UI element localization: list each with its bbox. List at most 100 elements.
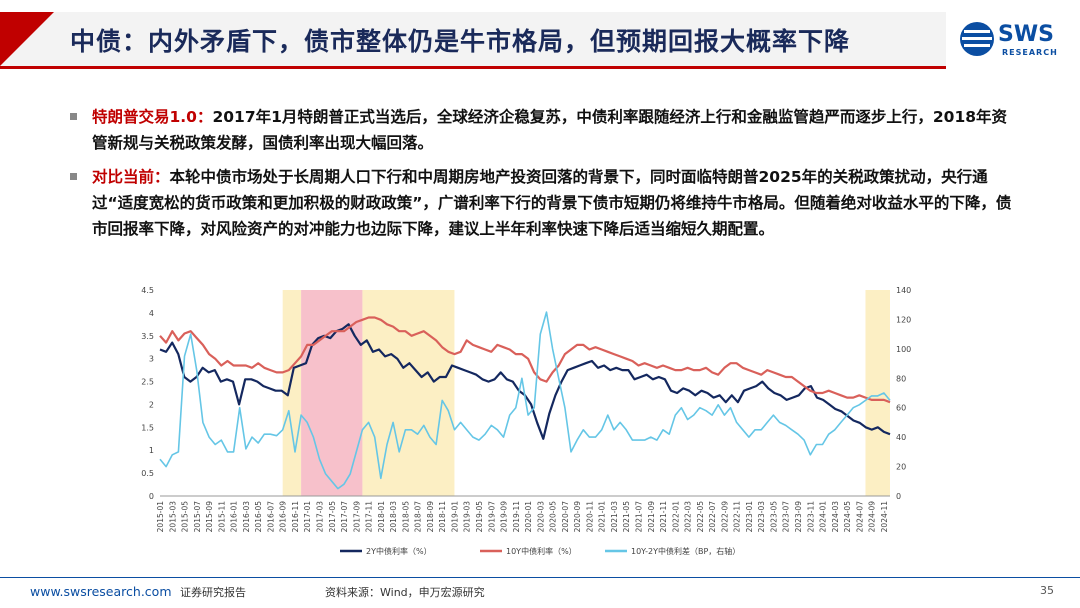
x-tick-label: 2019-09	[500, 501, 509, 533]
bullet-lead: 特朗普交易1.0：	[92, 108, 213, 126]
y-left-tick-label: 2.5	[141, 378, 154, 387]
bullet-text: 本轮中债市场处于长周期人口下行和中周期房地产投资回落的背景下，同时面临特朗普20…	[92, 168, 1012, 238]
y-right-tick-label: 40	[896, 433, 906, 442]
x-tick-label: 2019-03	[463, 501, 472, 533]
y-left-tick-label: 0.5	[141, 469, 154, 478]
y-right-tick-label: 60	[896, 404, 906, 413]
slide-title: 中债：内外矛盾下，债市整体仍是牛市格局，但预期回报大概率下降	[70, 27, 851, 56]
x-tick-label: 2024-05	[843, 501, 852, 533]
x-tick-label: 2022-05	[696, 501, 705, 533]
x-tick-label: 2019-01	[450, 501, 459, 533]
series-line-1	[159, 316, 891, 404]
x-tick-label: 2020-09	[573, 501, 582, 533]
logo-subtext: RESEARCH	[1002, 48, 1058, 57]
x-tick-label: 2023-05	[769, 501, 778, 533]
x-tick-label: 2016-03	[242, 501, 251, 533]
x-tick-label: 2022-07	[708, 501, 717, 533]
y-right-tick-label: 100	[896, 345, 911, 354]
footer-url: www.swsresearch.com	[30, 584, 172, 599]
x-tick-label: 2020-05	[549, 501, 558, 533]
x-tick-label: 2023-09	[794, 501, 803, 533]
x-tick-label: 2023-07	[782, 501, 791, 533]
x-tick-label: 2021-09	[647, 501, 656, 533]
legend-label-2: 10Y-2Y中债利差（BP，右轴）	[631, 546, 740, 556]
title-bar	[0, 12, 946, 69]
y-left-tick-label: 3	[149, 355, 154, 364]
y-right-tick-label: 20	[896, 463, 906, 472]
x-tick-label: 2021-11	[659, 501, 668, 533]
footer-source: 资料来源：Wind，申万宏源研究	[325, 586, 485, 599]
x-tick-label: 2020-01	[524, 501, 533, 533]
bullet-square-icon	[70, 173, 77, 180]
footer-divider	[0, 577, 1080, 578]
y-right-tick-label: 140	[896, 286, 911, 295]
y-left-tick-label: 4	[149, 309, 154, 318]
x-tick-label: 2018-11	[438, 501, 447, 533]
bullet-trump-trade: 特朗普交易1.0：2017年1月特朗普正式当选后，全球经济企稳复苏，中债利率跟随…	[70, 104, 1020, 156]
x-tick-label: 2023-01	[745, 501, 754, 533]
title-accent	[0, 12, 54, 66]
x-tick-label: 2015-03	[168, 501, 177, 533]
x-tick-label: 2017-11	[365, 501, 374, 533]
x-tick-label: 2022-03	[684, 501, 693, 533]
x-tick-label: 2024-01	[819, 501, 828, 533]
x-tick-label: 2017-03	[315, 501, 324, 533]
footer-doc-type: 证券研究报告	[180, 586, 246, 599]
x-tick-label: 2024-07	[855, 501, 864, 533]
x-tick-label: 2020-03	[536, 501, 545, 533]
x-tick-label: 2016-05	[254, 501, 263, 533]
x-tick-label: 2021-01	[598, 501, 607, 533]
series-line-2	[159, 311, 891, 490]
sws-logo-icon	[960, 22, 994, 56]
x-tick-label: 2020-11	[585, 501, 594, 533]
bullet-lead: 对比当前：	[92, 168, 170, 186]
x-tick-label: 2024-09	[868, 501, 877, 533]
y-left-tick-label: 2	[149, 400, 154, 409]
x-tick-label: 2021-05	[622, 501, 631, 533]
x-tick-label: 2015-05	[181, 501, 190, 533]
shaded-region-2	[362, 290, 455, 496]
x-tick-label: 2015-01	[156, 501, 165, 533]
legend-label-1: 10Y中债利率（%）	[506, 546, 577, 556]
x-tick-label: 2016-11	[291, 501, 300, 533]
x-tick-label: 2024-11	[880, 501, 889, 533]
y-right-tick-label: 120	[896, 315, 911, 324]
x-tick-label: 2019-05	[475, 501, 484, 533]
x-tick-label: 2018-01	[377, 501, 386, 533]
slide-header: 中债：内外矛盾下，债市整体仍是牛市格局，但预期回报大概率下降 SWS RESEA…	[0, 0, 1080, 78]
series-line-0	[159, 323, 891, 440]
x-tick-label: 2021-03	[610, 501, 619, 533]
x-tick-label: 2022-11	[733, 501, 742, 533]
x-tick-label: 2016-01	[230, 501, 239, 533]
yield-chart: 0 0.5 1 1.5 2 2.5 3 3.5 4 4.5 0 20 40 60 80 100 120 140 20…	[141, 286, 911, 556]
x-tick-label: 2018-05	[401, 501, 410, 533]
logo-wordmark: SWS	[998, 22, 1054, 47]
y-right-tick-label: 0	[896, 492, 901, 501]
x-tick-label: 2017-09	[352, 501, 361, 533]
x-tick-label: 2015-11	[217, 501, 226, 533]
x-tick-label: 2018-03	[389, 501, 398, 533]
x-tick-label: 2023-11	[806, 501, 815, 533]
y-right-tick-label: 80	[896, 374, 906, 383]
legend-label-0: 2Y中债利率（%）	[366, 546, 432, 556]
x-tick-label: 2018-07	[414, 501, 423, 533]
page-number: 35	[1040, 584, 1054, 597]
bullet-current-comparison: 对比当前：本轮中债市场处于长周期人口下行和中周期房地产投资回落的背景下，同时面临…	[70, 164, 1020, 242]
y-left-tick-label: 3.5	[141, 332, 154, 341]
x-tick-label: 2015-09	[205, 501, 214, 533]
bullet-list: 特朗普交易1.0：2017年1月特朗普正式当选后，全球经济企稳复苏，中债利率跟随…	[70, 104, 1020, 250]
x-tick-label: 2020-07	[561, 501, 570, 533]
sws-logo: SWS RESEARCH	[958, 18, 1068, 62]
x-tick-label: 2017-07	[340, 501, 349, 533]
x-tick-label: 2019-07	[487, 501, 496, 533]
x-tick-label: 2024-03	[831, 501, 840, 533]
x-tick-label: 2015-07	[193, 501, 202, 533]
bullet-square-icon	[70, 113, 77, 120]
x-tick-label: 2019-11	[512, 501, 521, 533]
x-tick-label: 2016-07	[266, 501, 275, 533]
x-tick-label: 2022-09	[720, 501, 729, 533]
y-left-tick-label: 1	[149, 446, 154, 455]
x-tick-label: 2017-01	[303, 501, 312, 533]
y-left-tick-label: 0	[149, 492, 154, 501]
y-left-tick-label: 1.5	[141, 423, 154, 432]
